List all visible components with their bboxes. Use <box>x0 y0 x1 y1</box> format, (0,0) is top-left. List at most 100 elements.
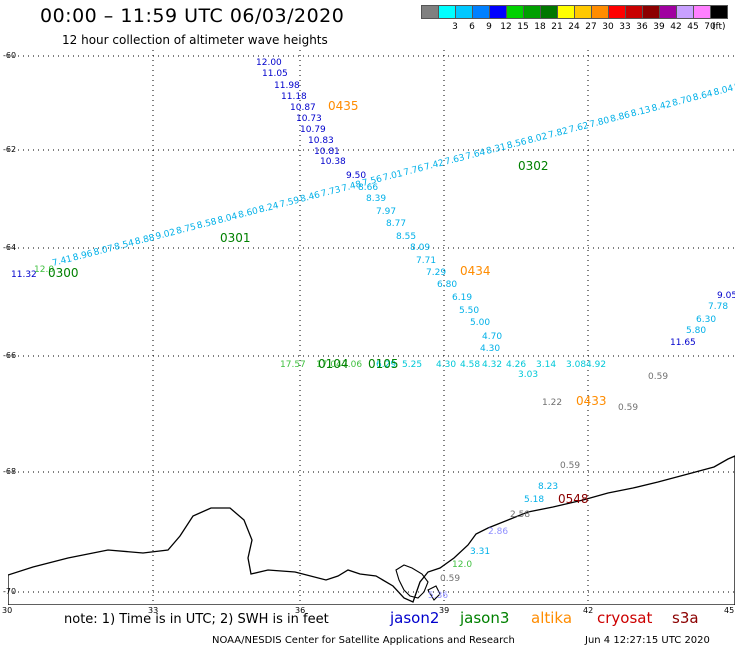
wave-height-value: 5.80 <box>686 326 706 336</box>
wave-height-value: 6.19 <box>452 293 472 303</box>
wave-height-value: 8.02 <box>527 132 549 147</box>
color-legend-labels: 3 6 9 12 15 18 21 24 27 30 33 36 39 42 45 70 <box>421 22 740 34</box>
pass-time-label: 0105 <box>368 357 399 371</box>
legend-swatch <box>438 5 456 19</box>
wave-height-value: 8.96 <box>72 249 94 264</box>
wave-height-value: 8.26 <box>733 78 735 93</box>
wave-height-value: 7.01 <box>382 169 404 184</box>
pass-time-label: 0300 <box>48 266 79 280</box>
legend-swatch <box>472 5 490 19</box>
wave-height-value: 8.60 <box>237 206 259 221</box>
map-frame <box>8 50 735 605</box>
wave-height-value: 10.73 <box>296 114 322 124</box>
wave-height-value: 12.0 <box>34 265 54 275</box>
legend-label: 21 <box>551 22 563 32</box>
legend-swatch <box>659 5 677 19</box>
legend-swatch <box>523 5 541 19</box>
longitude-label: 36 <box>295 606 306 615</box>
wave-height-value: 10.38 <box>320 157 346 167</box>
pass-time-label: 0433 <box>576 394 607 408</box>
wave-height-value: 2.58 <box>510 510 530 520</box>
wave-height-value: 17.04 <box>316 360 342 370</box>
satellite-name: cryosat <box>597 609 653 627</box>
color-legend <box>421 5 728 19</box>
wave-height-value: 4.32 <box>482 360 502 370</box>
wave-height-value: 8.70 <box>671 94 693 109</box>
wave-height-value: 8.13 <box>630 105 652 120</box>
wave-height-value: 8.04 <box>217 212 239 227</box>
pass-time-label: 0548 <box>558 492 589 506</box>
map-grid <box>8 50 735 605</box>
wave-height-value: 3.14 <box>536 360 556 370</box>
wave-height-value: 4.70 <box>482 332 502 342</box>
wave-height-value: 8.54 <box>113 238 135 253</box>
wave-height-value: 10.83 <box>308 136 334 146</box>
legend-swatch <box>676 5 694 19</box>
wave-height-value: 5.25 <box>402 360 422 370</box>
wave-height-value: 8.23 <box>538 482 558 492</box>
wave-height-value: 8.75 <box>175 222 197 237</box>
wave-height-value: 6.29 <box>376 360 396 370</box>
wave-height-value: 7.42 <box>423 158 445 173</box>
latitude-label: -68 <box>3 467 17 476</box>
wave-height-value: 7.59 <box>279 196 301 211</box>
latitude-label: -62 <box>3 145 17 154</box>
wave-height-value: 9.05 <box>717 291 735 301</box>
wave-height-value: 9.02 <box>155 228 177 243</box>
satellite-name: s3a <box>672 609 699 627</box>
latitude-label: -60 <box>3 51 17 60</box>
legend-label: 39 <box>653 22 665 32</box>
wave-height-value: 10.87 <box>290 103 316 113</box>
footer-note: note: 1) Time is in UTC; 2) SWH is in fe… <box>64 612 329 627</box>
island-shape <box>395 564 429 599</box>
wave-height-value: 11.18 <box>281 92 307 102</box>
wave-height-value: 7.64 <box>465 148 487 163</box>
satellite-name: jason2 <box>390 609 440 627</box>
wave-height-value: 8.46 <box>299 190 321 205</box>
latitude-label: -66 <box>3 351 17 360</box>
wave-height-value: 8.39 <box>366 194 386 204</box>
wave-height-value: 8.24 <box>258 201 280 216</box>
legend-swatch <box>489 5 507 19</box>
wave-height-value: 8.55 <box>396 232 416 242</box>
island-shape <box>427 585 441 601</box>
wave-height-value: 5.50 <box>459 306 479 316</box>
wave-height-value: 11.32 <box>11 270 37 280</box>
legend-label: 33 <box>619 22 631 32</box>
legend-label: 70 <box>704 22 716 32</box>
wave-height-value: 7.80 <box>589 116 611 131</box>
pass-time-label: 0301 <box>220 231 251 245</box>
legend-label: 6 <box>469 22 475 32</box>
wave-height-value: 7.63 <box>444 153 466 168</box>
latitude-label: -70 <box>3 587 17 596</box>
wave-height-value: 7.62 <box>568 121 590 136</box>
pass-time-label: 0434 <box>460 264 491 278</box>
coastline <box>8 455 735 605</box>
wave-height-value: 8.77 <box>386 219 406 229</box>
wave-height-value: 17.57 <box>280 360 306 370</box>
wave-height-value: 7.97 <box>376 207 396 217</box>
legend-label: 27 <box>585 22 597 32</box>
legend-swatch <box>455 5 473 19</box>
wave-height-value: 9.50 <box>346 171 366 181</box>
legend-swatch <box>642 5 660 19</box>
legend-swatch <box>540 5 558 19</box>
wave-height-value: 0.59 <box>618 403 638 413</box>
legend-label: 15 <box>517 22 529 32</box>
legend-swatch <box>693 5 711 19</box>
pass-time-label: 0302 <box>518 159 549 173</box>
longitude-label: 42 <box>583 606 594 615</box>
wave-height-value: 4.30 <box>480 344 500 354</box>
wave-height-value: 1.22 <box>542 398 562 408</box>
longitude-label: 45 <box>724 606 735 615</box>
credit-line: NOAA/NESDIS Center for Satellite Applica… <box>212 635 515 646</box>
wave-height-value: 5.00 <box>470 318 490 328</box>
legend-label: 45 <box>687 22 699 32</box>
legend-swatch <box>710 5 728 19</box>
pass-time-label: 0435 <box>328 99 359 113</box>
wave-height-value: 8.86 <box>609 110 631 125</box>
wave-height-value: 4.26 <box>506 360 526 370</box>
wave-height-value: 3.31 <box>470 547 490 557</box>
wave-height-value: 7.73 <box>320 185 342 200</box>
